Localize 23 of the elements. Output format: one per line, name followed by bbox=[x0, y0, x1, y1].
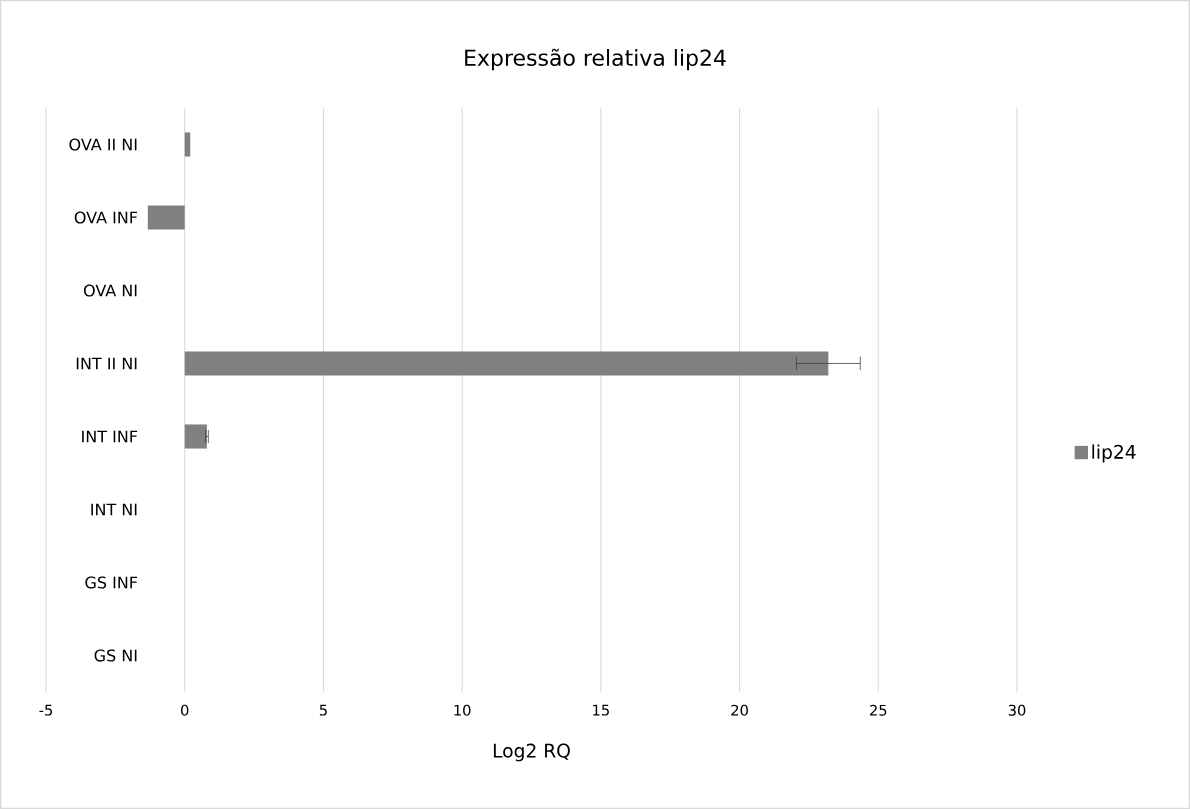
x-axis-title: Log2 RQ bbox=[493, 743, 570, 762]
y-tick-label: OVA II NI bbox=[69, 138, 137, 151]
y-tick-label: OVA NI bbox=[83, 284, 137, 297]
y-tick-label: INT II NI bbox=[76, 357, 137, 370]
y-tick-label: INT NI bbox=[91, 503, 137, 516]
bar bbox=[184, 351, 829, 376]
chart-title: Expressão relativa lip24 bbox=[465, 48, 726, 71]
x-tick-label: 5 bbox=[319, 704, 327, 716]
x-tick-label: 25 bbox=[870, 704, 887, 716]
y-tick-label: GS NI bbox=[94, 649, 137, 662]
x-tick-label: 0 bbox=[181, 704, 189, 716]
x-tick-label: 30 bbox=[1008, 704, 1026, 716]
x-tick-label: 10 bbox=[454, 704, 471, 716]
y-tick-label: OVA INF bbox=[74, 211, 138, 224]
x-tick-label: 15 bbox=[593, 704, 609, 716]
y-tick-label: INT INF bbox=[82, 430, 138, 443]
y-tick-label: GS INF bbox=[85, 576, 138, 589]
legend-label: lip24 bbox=[1092, 444, 1136, 463]
x-tick-label: 20 bbox=[731, 704, 748, 716]
x-tick-label: -5 bbox=[39, 704, 53, 716]
bar bbox=[184, 132, 191, 157]
bar bbox=[147, 205, 185, 230]
bar bbox=[184, 424, 207, 449]
